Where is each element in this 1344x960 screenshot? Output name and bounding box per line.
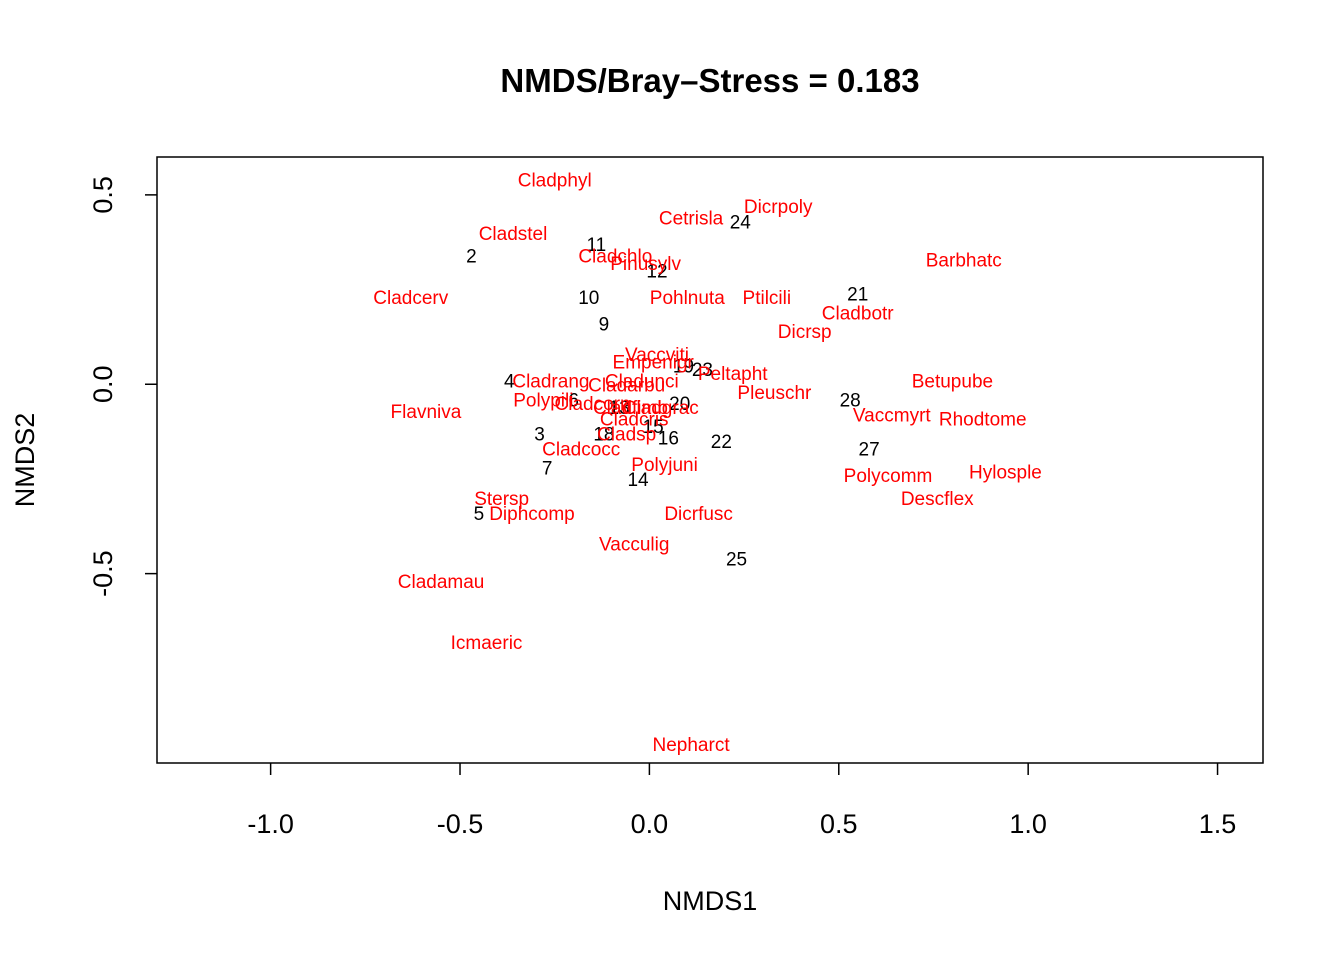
species-label: Cladbotr xyxy=(822,303,894,324)
species-label: Rhodtome xyxy=(939,409,1027,430)
site-label: 3 xyxy=(534,424,545,445)
site-label: 22 xyxy=(711,432,732,453)
species-label: Cladgrac xyxy=(623,398,699,419)
species-label: Pinusylv xyxy=(610,254,681,275)
site-label: 9 xyxy=(599,315,610,336)
species-label: Polycomm xyxy=(844,466,933,487)
site-label: 25 xyxy=(726,549,747,570)
species-label: Nepharct xyxy=(653,735,731,756)
species-label: Hylosple xyxy=(969,462,1042,483)
site-label: 28 xyxy=(840,390,861,411)
species-label: Polyjuni xyxy=(631,455,698,476)
site-label: 19 xyxy=(673,356,694,377)
species-label: Cladfimb xyxy=(593,398,668,419)
x-axis-label: NMDS1 xyxy=(663,886,758,916)
x-tick-label: -0.5 xyxy=(437,809,484,839)
y-tick-label: 0.5 xyxy=(88,176,118,214)
species-label: Vaccmyrt xyxy=(853,406,931,427)
site-label: 4 xyxy=(504,371,515,392)
site-label: 16 xyxy=(658,428,679,449)
x-tick-label: 0.0 xyxy=(631,809,669,839)
site-label: 23 xyxy=(692,360,713,381)
species-label: Dicrpoly xyxy=(744,197,813,218)
y-tick-label: -0.5 xyxy=(88,550,118,597)
species-label: Cladarbu xyxy=(588,375,665,396)
species-label: Flavniva xyxy=(391,402,462,423)
species-label: Diphcomp xyxy=(489,504,575,525)
species-label: Vaccviti xyxy=(625,345,689,366)
species-label: Descflex xyxy=(901,489,974,510)
species-label: Cladcris xyxy=(600,409,669,430)
species-label: Cladcorn xyxy=(555,394,631,415)
x-tick-label: 0.5 xyxy=(820,809,858,839)
species-label: Polypili xyxy=(513,390,573,411)
site-label: 20 xyxy=(669,394,690,415)
site-label: 10 xyxy=(578,288,599,309)
site-label: 15 xyxy=(643,417,664,438)
species-label: Betupube xyxy=(912,371,993,392)
species-label: Ptilcili xyxy=(743,288,792,309)
site-label: 14 xyxy=(627,470,649,491)
species-label: Cetrisla xyxy=(659,209,724,230)
y-axis: -0.5 0.0 0.5 xyxy=(88,176,157,597)
y-axis-label: NMDS2 xyxy=(10,413,40,508)
site-label: 27 xyxy=(859,440,880,461)
species-label: Peltapht xyxy=(698,364,768,385)
site-label: 12 xyxy=(646,262,667,283)
species-label: Empenigr xyxy=(613,353,695,374)
species-label: Cladchlo xyxy=(578,246,652,267)
species-label: Cladphyl xyxy=(518,171,592,192)
species-label: Pohlnuta xyxy=(650,288,725,309)
site-label: 18 xyxy=(593,424,614,445)
species-label: Dicrsp xyxy=(778,322,832,343)
species-label: Dicrfusc xyxy=(664,504,733,525)
species-label: Icmaeric xyxy=(451,633,523,654)
species-label: Cladunci xyxy=(605,371,679,392)
site-labels: 2345679101112131415161819202122232425272… xyxy=(466,212,880,570)
species-label: Vacculig xyxy=(599,534,669,555)
species-label: Pleuschr xyxy=(737,383,812,404)
site-label: 24 xyxy=(730,212,752,233)
x-tick-label: -1.0 xyxy=(247,809,294,839)
plot-frame xyxy=(156,156,1264,764)
species-labels: Cladphyl Dicrpoly Cetrisla Cladstel Cladchlo… xyxy=(373,171,1042,756)
species-label: Barbhatc xyxy=(926,250,1002,271)
chart-title: NMDS/Bray–Stress = 0.183 xyxy=(500,62,919,99)
x-tick-label: 1.0 xyxy=(1009,809,1047,839)
x-axis: -1.0 -0.5 0.0 0.5 1.0 1.5 xyxy=(247,763,1236,839)
species-label: Cladstel xyxy=(479,224,548,245)
species-label: Cladamau xyxy=(398,572,485,593)
x-tick-label: 1.5 xyxy=(1199,809,1237,839)
species-label: Cladsp xyxy=(597,424,656,445)
species-label: Cladcerv xyxy=(373,288,448,309)
site-label: 21 xyxy=(847,284,868,305)
site-label: 13 xyxy=(609,398,630,419)
site-label: 2 xyxy=(466,246,477,267)
species-label: Cladrang xyxy=(512,371,589,392)
site-label: 11 xyxy=(587,235,607,256)
site-label: 6 xyxy=(568,390,579,411)
y-tick-label: 0.0 xyxy=(88,365,118,403)
site-label: 5 xyxy=(474,504,485,525)
site-label: 7 xyxy=(542,459,553,480)
species-label: Cladcocc xyxy=(542,440,620,461)
species-label: Stersp xyxy=(474,489,529,510)
